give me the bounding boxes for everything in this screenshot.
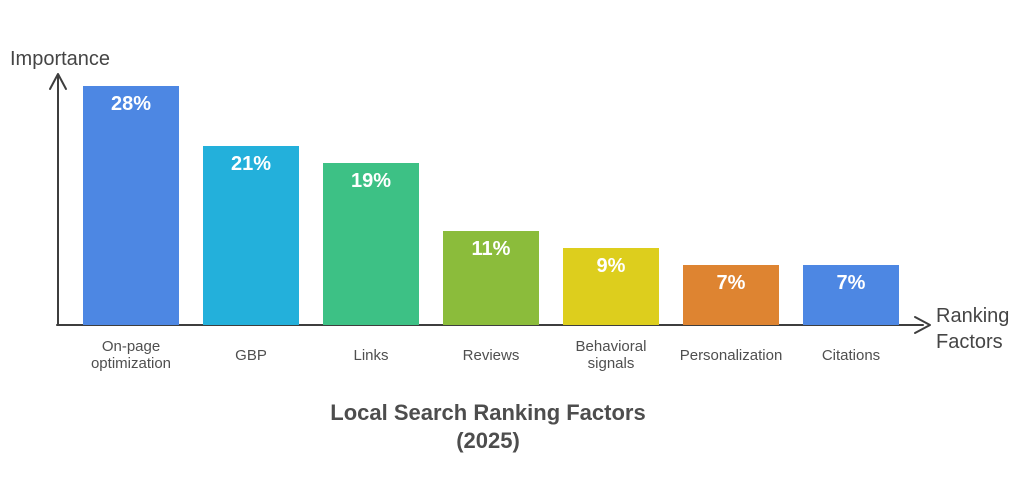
chart-title: Local Search Ranking Factors (2025) [0,399,976,455]
category-label: Behavioral signals [575,338,647,372]
bar-value-label: 28% [110,93,152,115]
bar-1: 28% [83,86,179,325]
bar-2: 21% [203,146,299,325]
bar-5: 9% [563,248,659,325]
bar-value-label: 19% [350,170,392,192]
bar-value-label: 21% [230,153,272,175]
bar-7: 7% [803,265,899,325]
chart-title-line1: Local Search Ranking Factors [330,400,646,425]
bar-value-label: 9% [596,255,626,277]
y-axis-label: Importance [10,48,111,70]
bar-4: 11% [443,231,539,325]
category-label: Citations [821,346,881,364]
category-label: Personalization [679,346,783,364]
category-label: GBP [235,346,267,364]
bar-value-label: 7% [716,272,746,294]
category-label: Links [353,346,389,364]
bar-6: 7% [683,265,779,325]
x-axis-label: Ranking Factors [936,305,1010,353]
bar-3: 19% [323,163,419,325]
bar-value-label: 7% [836,272,866,294]
x-axis-arrowhead-icon [914,316,931,334]
category-label: Reviews [462,346,520,364]
category-label: On-page optimization [90,338,172,372]
y-axis-arrowhead-icon [49,73,67,90]
bar-value-label: 11% [471,238,511,260]
chart-title-line2: (2025) [456,428,520,453]
